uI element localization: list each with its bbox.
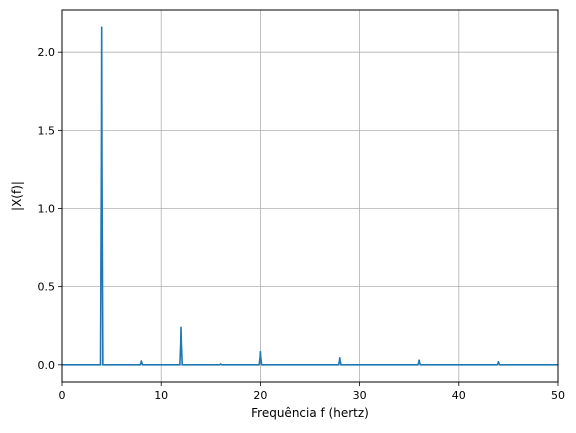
- x-tick-label: 40: [452, 389, 466, 402]
- y-tick-label: 2.0: [38, 46, 56, 59]
- y-tick-label: 1.5: [38, 124, 56, 137]
- x-tick-label: 30: [353, 389, 367, 402]
- x-axis-label: Frequência f (hertz): [251, 406, 369, 420]
- plot-frame: [61, 9, 559, 383]
- y-axis-label: |X(f)|: [10, 181, 24, 211]
- x-tick-label: 50: [551, 389, 565, 402]
- spectrum-line: [62, 26, 558, 366]
- y-axis: 0.0 0.5 1.0 1.5 2.0: [38, 46, 62, 372]
- grid: [61, 10, 559, 382]
- x-tick-label: 0: [59, 389, 66, 402]
- x-tick-label: 10: [154, 389, 168, 402]
- y-tick-label: 0.0: [38, 359, 56, 372]
- series-area: [62, 26, 558, 366]
- x-axis: 0 10 20 30 40 50: [59, 382, 565, 402]
- y-tick-label: 0.5: [38, 281, 56, 294]
- x-tick-label: 20: [253, 389, 267, 402]
- y-tick-label: 1.0: [38, 203, 56, 216]
